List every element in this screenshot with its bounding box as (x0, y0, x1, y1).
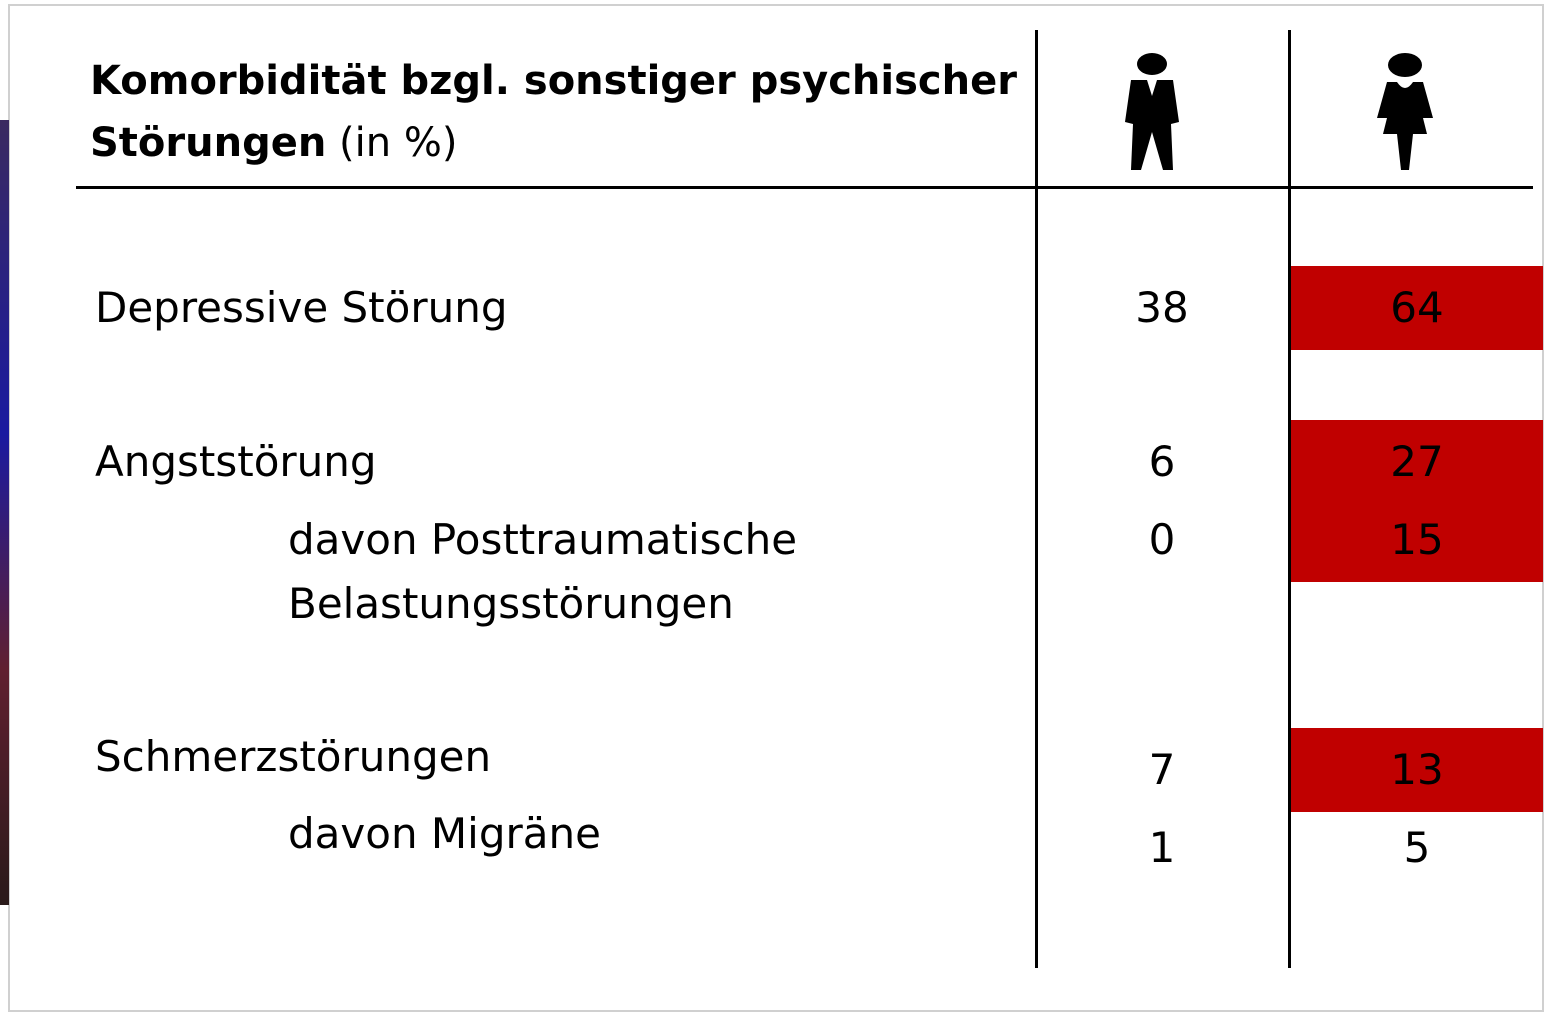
female-value: 27 (1390, 437, 1444, 486)
row-label: Schmerzstörungen (95, 732, 492, 781)
male-value: 7 (1148, 745, 1176, 794)
row-label: Depressive Störung (95, 283, 508, 332)
male-value: 0 (1148, 515, 1176, 564)
highlight-cell (1291, 266, 1543, 350)
male-value: 6 (1148, 437, 1176, 486)
title-unit: (in %) (339, 120, 458, 166)
row-label: Angststörung (95, 437, 377, 486)
table-title: Komorbidität bzgl. sonstiger psychischer… (90, 50, 1020, 174)
row-label: davon Posttraumatische Belastungsstörung… (288, 515, 798, 628)
highlight-cell (1291, 728, 1543, 812)
male-value: 38 (1135, 283, 1189, 332)
female-value: 64 (1390, 283, 1444, 332)
highlight-cell (1291, 498, 1543, 582)
title-text: Komorbidität bzgl. sonstiger psychischer… (90, 58, 1017, 166)
column-rule (1035, 30, 1038, 968)
female-value: 13 (1390, 745, 1444, 794)
column-rule (1288, 30, 1291, 968)
image-edge (0, 120, 9, 905)
highlight-cell (1291, 420, 1543, 504)
header-rule (76, 186, 1533, 189)
female-value: 15 (1390, 515, 1444, 564)
female-value: 5 (1403, 823, 1431, 872)
slide-frame (8, 4, 1544, 1012)
female-icon (1377, 53, 1433, 170)
male-icon (1125, 53, 1179, 170)
row-label: davon Migräne (288, 809, 601, 858)
male-value: 1 (1148, 823, 1176, 872)
